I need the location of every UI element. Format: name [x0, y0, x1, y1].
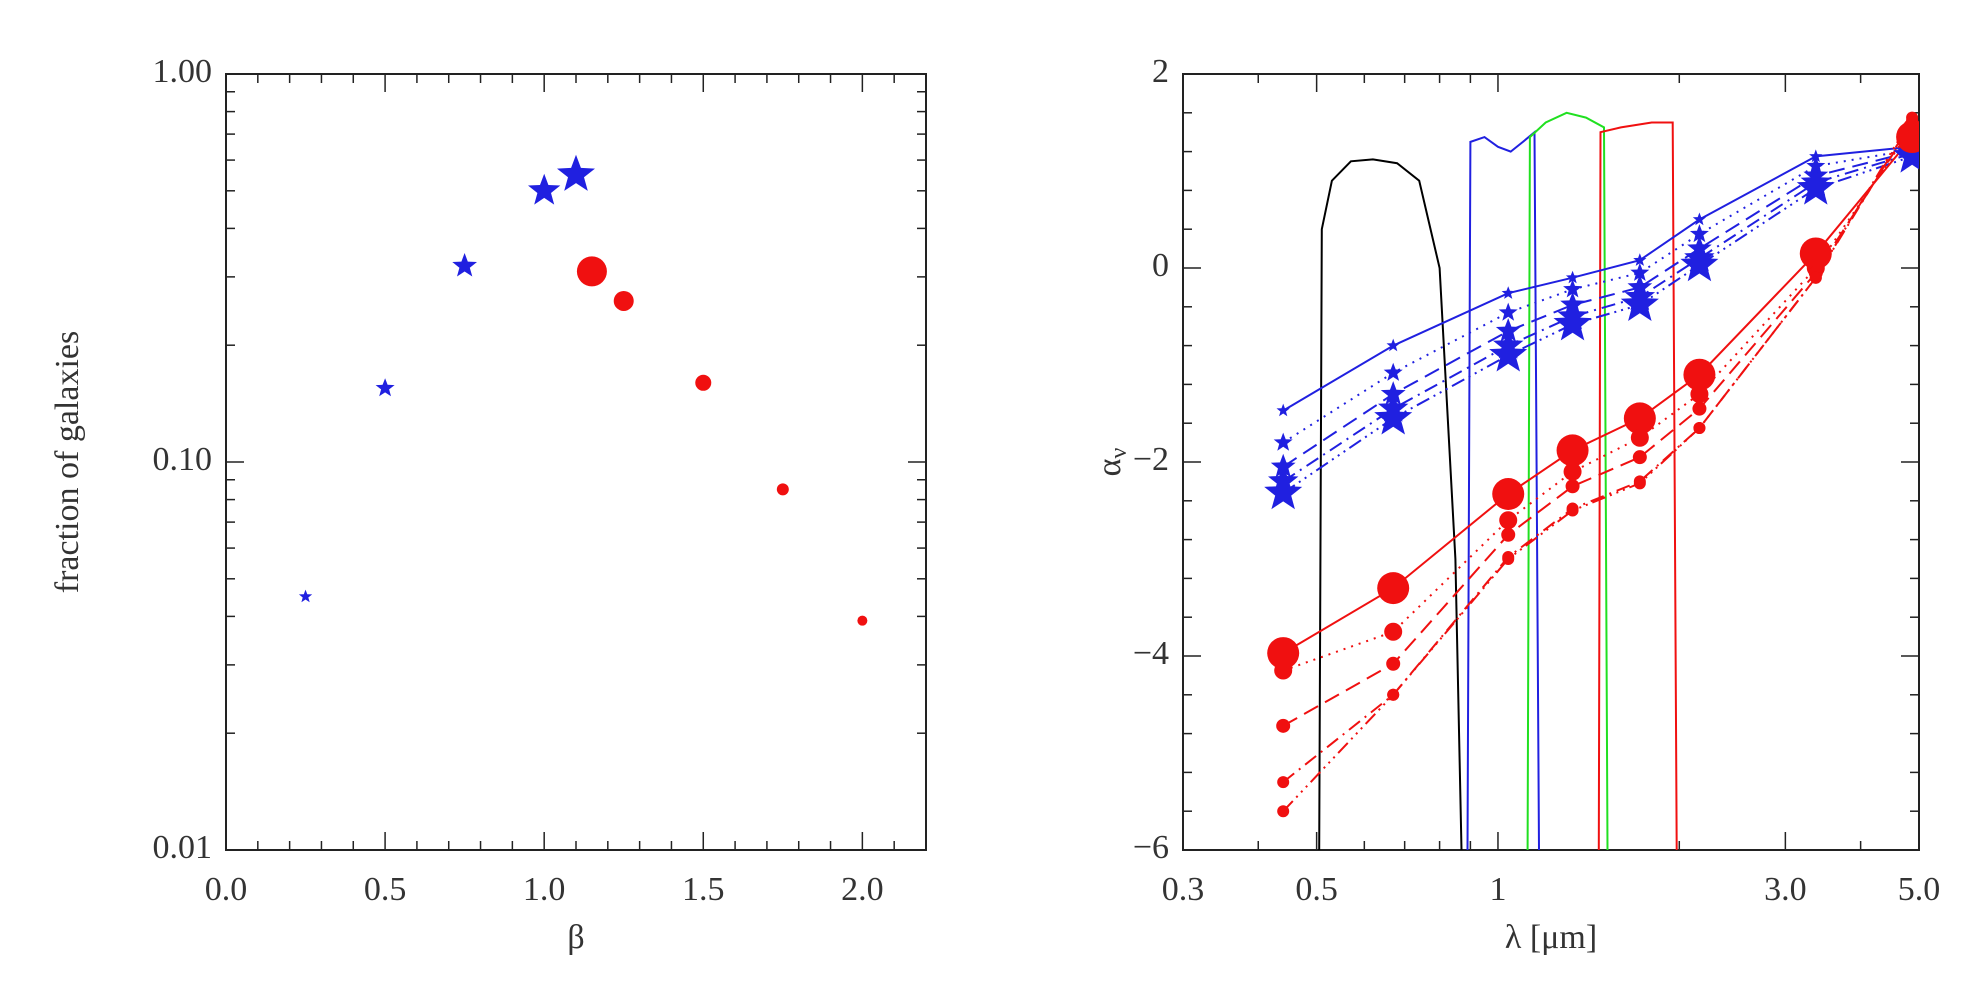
circle-marker: [1274, 661, 1293, 680]
star-marker: [1501, 286, 1515, 299]
y-tick-label: 0.10: [153, 441, 213, 478]
y-tick-label: 2: [1152, 53, 1169, 90]
circle-marker: [1502, 553, 1515, 565]
series-line: [1282, 123, 1913, 727]
y-axis-label: αν: [1091, 448, 1132, 477]
circle-marker: [1683, 358, 1716, 391]
filter-curve: [1597, 121, 1678, 850]
circle-marker: [857, 615, 868, 626]
circle-marker: [1386, 656, 1401, 671]
y-axis-label: fraction of galaxies: [49, 331, 86, 593]
circle-marker: [1492, 478, 1525, 511]
star-marker: [1498, 302, 1518, 321]
x-tick-label: 0.5: [1295, 871, 1338, 908]
star-marker: [1273, 432, 1293, 451]
y-tick-label: 1.00: [153, 53, 213, 90]
x-tick-label: 0.0: [205, 871, 248, 908]
y-tick-label: −4: [1133, 635, 1169, 672]
circle-marker: [1692, 401, 1707, 416]
x-tick-label: 0.5: [364, 871, 407, 908]
circle-marker: [1623, 402, 1656, 435]
star-marker: [1620, 284, 1659, 321]
star-marker: [1692, 212, 1707, 226]
series-line: [1282, 120, 1913, 783]
plot-frame: [225, 73, 927, 851]
plot-frame: [1182, 73, 1920, 851]
x-tick-label: 1.0: [523, 871, 566, 908]
star-marker: [1796, 168, 1835, 205]
circle-marker: [1387, 688, 1400, 701]
circle-marker: [1556, 434, 1589, 467]
star-marker: [1565, 270, 1580, 284]
circle-marker: [1809, 271, 1822, 284]
circle-marker: [1384, 622, 1403, 641]
circle-marker: [776, 483, 789, 496]
filter-curve: [1318, 158, 1463, 850]
circle-marker: [695, 374, 712, 391]
star-marker: [452, 253, 477, 277]
circle-marker: [1499, 511, 1518, 530]
series-line: [1282, 145, 1913, 412]
star-marker: [1563, 279, 1583, 298]
star-marker: [1276, 403, 1290, 417]
star-marker: [1809, 149, 1823, 163]
star-marker: [298, 589, 313, 603]
star-marker: [1489, 335, 1528, 372]
x-tick-label: 1: [1489, 871, 1506, 908]
circle-marker: [1693, 422, 1706, 435]
y-tick-label: 0.01: [153, 829, 213, 866]
star-marker: [375, 378, 395, 397]
star-marker: [1553, 304, 1592, 341]
series-line: [1282, 136, 1913, 654]
circle-marker: [1277, 776, 1290, 789]
circle-marker: [1267, 637, 1300, 670]
circle-marker: [1565, 479, 1580, 494]
circle-marker: [1276, 718, 1291, 733]
y-tick-label: −2: [1133, 441, 1169, 478]
series-line: [1282, 155, 1913, 494]
circle-marker: [1690, 385, 1709, 404]
series-line: [1282, 152, 1913, 483]
star-marker: [1689, 224, 1709, 243]
star-marker: [1680, 245, 1719, 282]
circle-marker: [1633, 477, 1646, 490]
y-tick-label: −6: [1133, 829, 1169, 866]
circle-marker: [1377, 572, 1410, 605]
star-marker: [528, 173, 561, 205]
circle-marker: [1563, 462, 1582, 481]
star-marker: [1386, 338, 1400, 352]
filter-curve: [1526, 111, 1609, 850]
y-axis-label-sub: ν: [1106, 448, 1132, 459]
star-marker: [1633, 253, 1647, 266]
x-tick-label: 2.0: [841, 871, 884, 908]
series-line: [1282, 117, 1913, 812]
x-tick-label: 0.3: [1162, 871, 1205, 908]
x-axis-label: λ [μm]: [1505, 919, 1597, 956]
circle-marker: [1799, 237, 1832, 270]
star-marker: [1374, 398, 1413, 435]
circle-marker: [1632, 450, 1647, 465]
circle-marker: [1906, 111, 1919, 124]
x-tick-label: 3.0: [1764, 871, 1807, 908]
star-marker: [1264, 473, 1303, 510]
x-tick-label: 1.5: [682, 871, 725, 908]
x-tick-label: 5.0: [1898, 871, 1941, 908]
circle-marker: [1501, 527, 1516, 542]
circle-marker: [1630, 428, 1649, 447]
circle-marker: [1277, 805, 1290, 818]
star-marker: [557, 154, 595, 191]
y-tick-label: 0: [1152, 247, 1169, 284]
circle-marker: [1566, 504, 1579, 517]
y-axis-label-main: α: [1091, 458, 1128, 476]
circle-marker: [576, 256, 607, 287]
star-marker: [1630, 262, 1650, 281]
series-line: [1282, 150, 1913, 468]
star-marker: [1383, 362, 1403, 381]
x-axis-label: β: [567, 919, 584, 956]
series-line: [1282, 126, 1913, 672]
circle-marker: [613, 290, 634, 311]
